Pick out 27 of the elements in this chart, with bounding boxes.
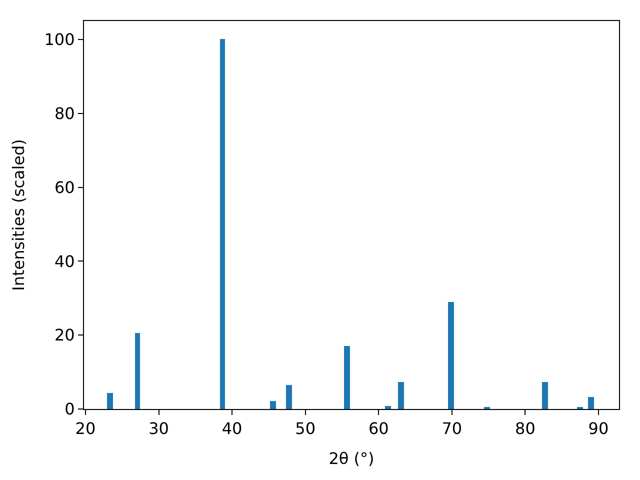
bar bbox=[385, 406, 391, 409]
bar bbox=[448, 302, 454, 409]
y-tick-label: 20 bbox=[54, 326, 75, 345]
x-tick-label: 90 bbox=[588, 419, 609, 438]
bar bbox=[220, 39, 225, 409]
bar bbox=[398, 382, 404, 409]
x-tick-label: 30 bbox=[148, 419, 169, 438]
bar bbox=[135, 333, 140, 409]
bar bbox=[107, 393, 113, 409]
y-tick-label: 40 bbox=[54, 252, 75, 271]
bar bbox=[270, 401, 276, 409]
y-tick-label: 100 bbox=[44, 30, 75, 50]
bar bbox=[588, 397, 594, 409]
x-axis-title: 2θ (°) bbox=[328, 448, 374, 468]
y-tick-label: 80 bbox=[54, 104, 75, 123]
bar bbox=[542, 382, 548, 409]
x-tick-label: 40 bbox=[222, 419, 242, 438]
x-tick-label: 50 bbox=[295, 419, 316, 438]
x-tick-label: 20 bbox=[75, 419, 96, 438]
bar bbox=[286, 385, 292, 409]
x-tick-label: 60 bbox=[368, 419, 389, 438]
y-tick-label: 60 bbox=[54, 178, 75, 197]
x-tick-label: 80 bbox=[515, 419, 536, 438]
y-axis-title: Intensities (scaled) bbox=[9, 139, 28, 291]
x-tick-label: 70 bbox=[442, 419, 462, 438]
bar bbox=[344, 346, 350, 409]
y-tick-label: 0 bbox=[64, 400, 75, 419]
